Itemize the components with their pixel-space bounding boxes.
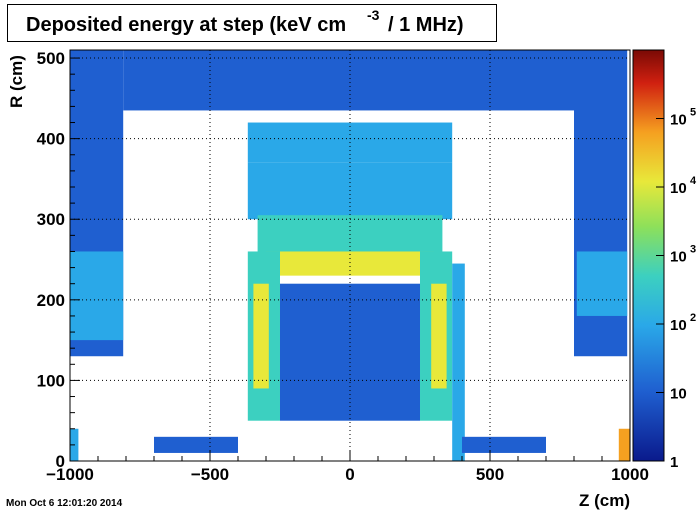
heatmap-region: [70, 251, 124, 341]
colorbar-label: 10: [670, 317, 687, 334]
colorbar-label-exponent: 4: [690, 175, 697, 187]
timestamp: Mon Oct 6 12:01:20 2014: [6, 498, 123, 509]
x-tick-label: −500: [191, 465, 229, 484]
heatmap-region: [257, 215, 443, 256]
heatmap-region: [253, 283, 269, 389]
colorbar-label-exponent: 5: [690, 107, 696, 119]
heatmap-region: [431, 283, 447, 389]
grid-lines: [70, 50, 630, 461]
chart-title-units: / 1 MHz): [388, 14, 464, 36]
heatmap-region: [280, 283, 420, 421]
heatmap-region: [576, 251, 628, 316]
heatmap-region: [462, 436, 546, 453]
colorbar-label-exponent: 2: [690, 312, 696, 324]
heatmap-region: [154, 436, 238, 453]
colorbar-label: 10: [670, 180, 687, 197]
x-tick-label: 0: [345, 465, 354, 484]
x-axis-title: Z (cm): [579, 491, 630, 510]
colorbar-label: 10: [670, 249, 687, 266]
y-tick-label: 400: [37, 130, 65, 149]
chart-title-box: Deposited energy at step (keV cm -3 / 1 …: [7, 4, 497, 42]
x-tick-label: 500: [476, 465, 504, 484]
colorbar-label-exponent: 3: [690, 244, 696, 256]
chart-title: Deposited energy at step (keV cm: [26, 14, 347, 36]
y-tick-label: 300: [37, 210, 65, 229]
heatmap-region: [452, 263, 465, 461]
heatmap-region: [123, 50, 574, 111]
heatmap-region: [618, 428, 630, 461]
x-tick-label: −1000: [46, 465, 94, 484]
y-tick-label: 0: [56, 452, 65, 471]
colorbar-label: 10: [670, 386, 687, 403]
y-axis: 0 100 200 300 400 500: [37, 49, 80, 471]
y-axis-title: R (cm): [7, 55, 26, 108]
y-tick-label: 100: [37, 371, 65, 390]
colorbar-label: 1: [670, 454, 678, 471]
y-tick-label: 500: [37, 49, 65, 68]
x-axis: −1000 −500 0 500 1000: [46, 451, 649, 484]
heatmap-region: [266, 251, 434, 276]
colorbar-label: 10: [670, 112, 687, 129]
chart-title-exponent: -3: [367, 7, 380, 23]
heatmap-region: [247, 162, 453, 220]
x-tick-label: 1000: [611, 465, 649, 484]
y-tick-label: 200: [37, 291, 65, 310]
